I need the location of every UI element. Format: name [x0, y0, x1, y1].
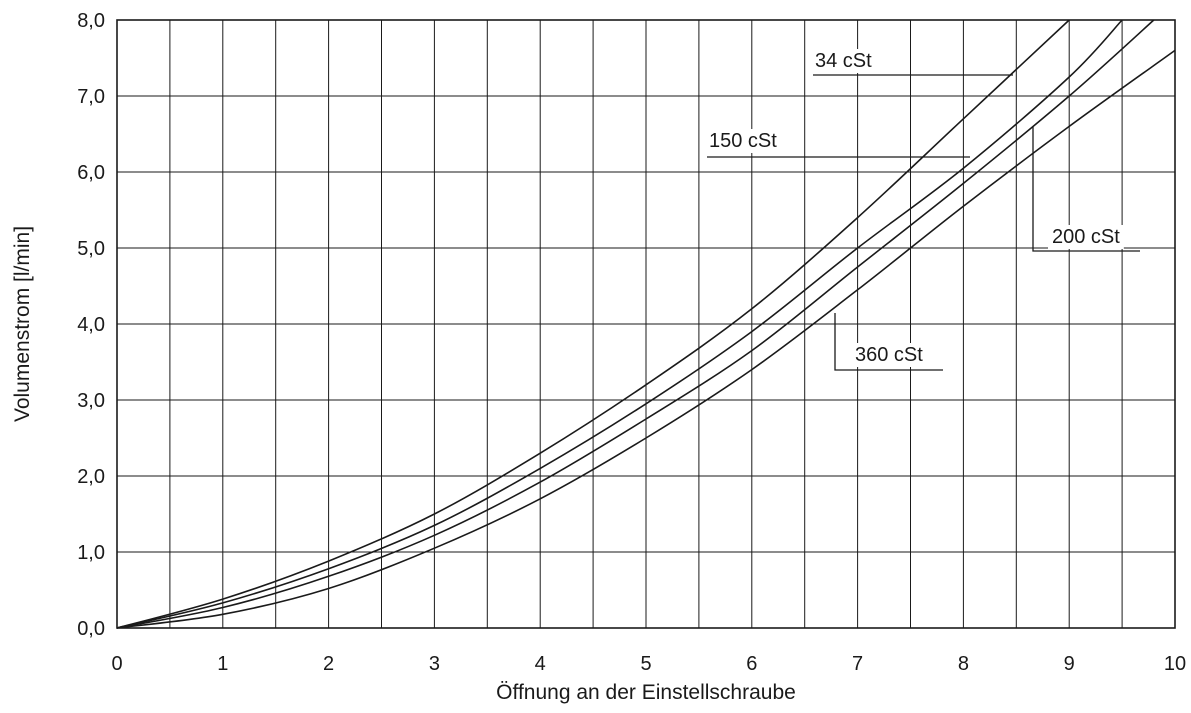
- curve-label-background: [705, 129, 781, 153]
- y-tick-label: 2,0: [77, 466, 105, 488]
- x-tick-label: 1: [217, 653, 228, 675]
- y-tick-label: 3,0: [77, 390, 105, 412]
- curve-200-cst: [116, 19, 1155, 629]
- x-tick-label: 3: [429, 653, 440, 675]
- x-tick-label: 5: [640, 653, 651, 675]
- y-tick-label: 0,0: [77, 618, 105, 640]
- leader-line: [1032, 127, 1140, 252]
- curve-label-150-cst: 150 cSt: [709, 130, 777, 152]
- y-tick-label: 6,0: [77, 162, 105, 184]
- y-tick-label: 7,0: [77, 86, 105, 108]
- curve-label-background: [811, 49, 876, 73]
- curve-360-cst: [116, 49, 1176, 629]
- x-tick-label: 6: [746, 653, 757, 675]
- curve-label-200-cst: 200 cSt: [1052, 226, 1120, 248]
- y-tick-label: 5,0: [77, 238, 105, 260]
- x-tick-label: 8: [958, 653, 969, 675]
- x-tick-label: 10: [1164, 653, 1186, 675]
- curve-label-360-cst: 360 cSt: [855, 344, 923, 366]
- plot-frame: [116, 19, 1176, 629]
- curve-label-leaders: [707, 74, 1140, 371]
- curve-150-cst: [116, 19, 1123, 629]
- y-axis-label: Volumenstrom [l/min]: [11, 226, 34, 422]
- curves: [116, 19, 1176, 629]
- curve-label-34-cst: 34 cSt: [815, 50, 872, 72]
- curve-label-background: [851, 343, 927, 367]
- tick-labels: 0 1 2 3 4 5 6 7 8 9 10 0,0 1,0 2,0 3,0 4,0 5,0 6,0 7,0 8,0: [77, 10, 1186, 675]
- y-tick-label: 1,0: [77, 542, 105, 564]
- curve-34-cst: [116, 19, 1070, 629]
- x-axis-label: Öffnung an der Einstellschraube: [496, 681, 796, 704]
- x-tick-label: 9: [1064, 653, 1075, 675]
- grid-lines: [117, 20, 1175, 628]
- x-tick-label: 2: [323, 653, 334, 675]
- y-tick-label: 4,0: [77, 314, 105, 336]
- x-tick-label: 7: [852, 653, 863, 675]
- leader-line: [834, 313, 943, 371]
- curve-labels: 34 cSt 150 cSt 200 cSt 360 cSt: [705, 49, 1124, 367]
- x-tick-label: 0: [111, 653, 122, 675]
- y-tick-label: 8,0: [77, 10, 105, 32]
- x-tick-label: 4: [535, 653, 546, 675]
- curve-label-background: [1048, 225, 1124, 249]
